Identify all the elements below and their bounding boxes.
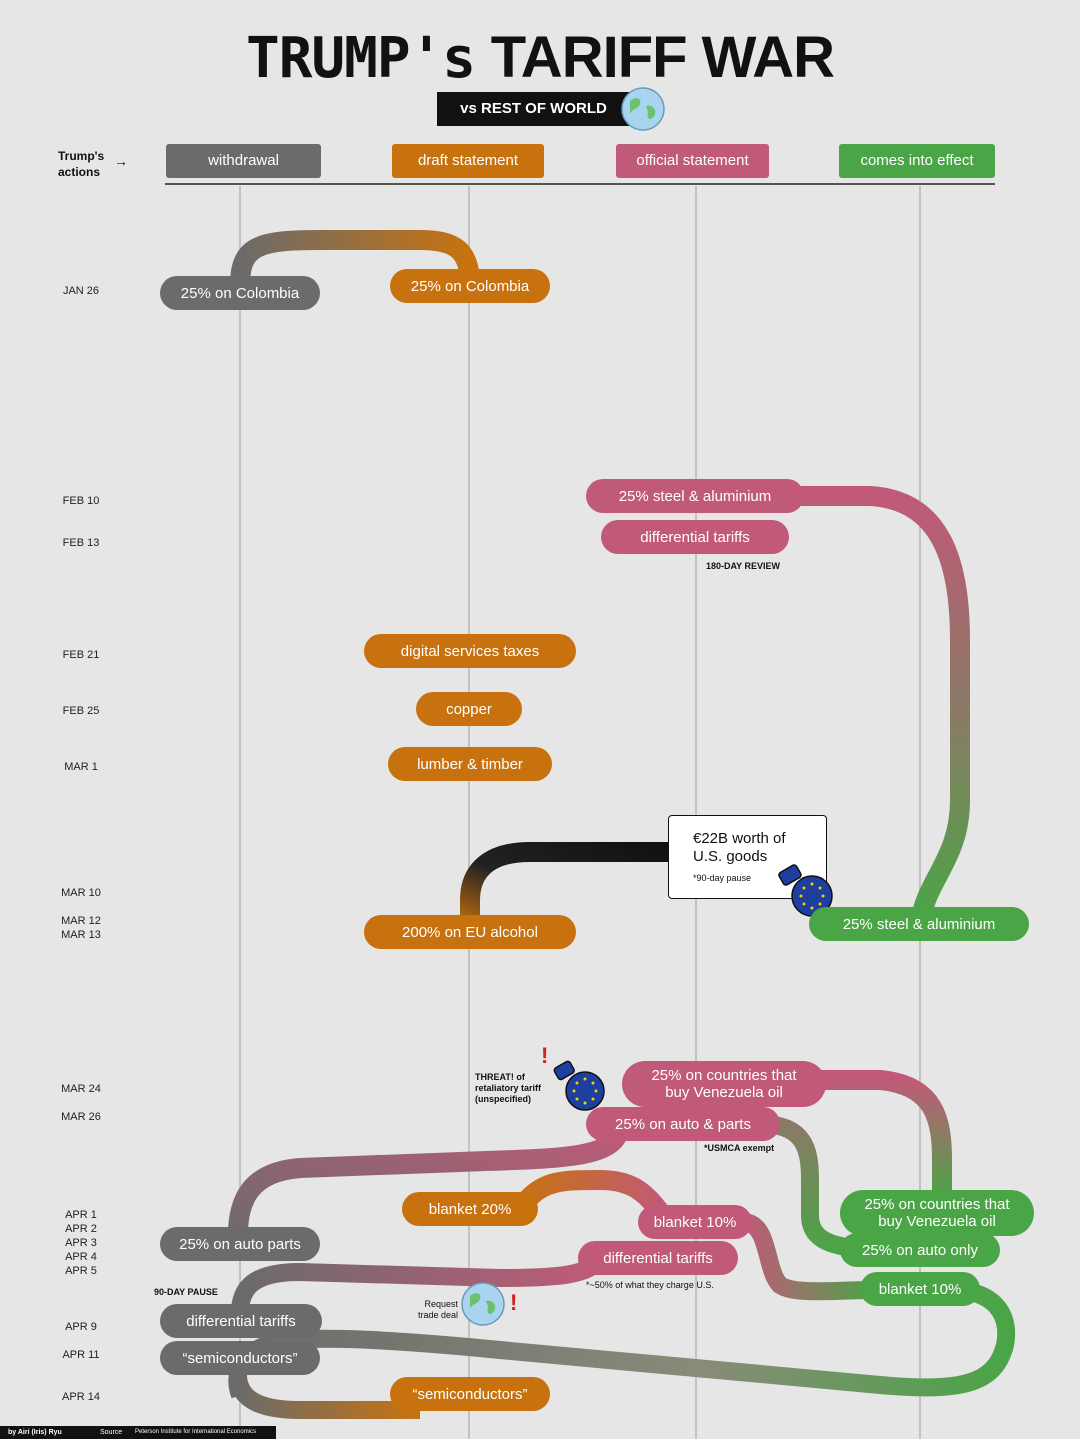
note-threat: THREAT! of retaliatory tariff (unspecifi… bbox=[475, 1072, 542, 1104]
title-part1: TRUMP's bbox=[246, 26, 476, 91]
date-apr1: APR 1 bbox=[65, 1209, 97, 1221]
pill-lumber: lumber & timber bbox=[388, 747, 552, 781]
pill-copper: copper bbox=[416, 692, 522, 726]
date-feb25: FEB 25 bbox=[62, 705, 100, 717]
pill-blanket10-effect: blanket 10% bbox=[860, 1272, 980, 1306]
pill-digital-services: digital services taxes bbox=[364, 634, 576, 668]
eu-goods-text: €22B worth of U.S. goods bbox=[693, 830, 786, 865]
date-feb21: FEB 21 bbox=[62, 649, 100, 661]
note-request-trade-deal: Request trade deal bbox=[417, 1299, 458, 1320]
date-apr4: APR 4 bbox=[65, 1251, 97, 1263]
date-feb13: FEB 13 bbox=[62, 537, 100, 549]
pill-colombia-draft: 25% on Colombia bbox=[390, 269, 550, 303]
pill-differential-official-feb: differential tariffs bbox=[601, 520, 789, 554]
title-part2: TARIFF WAR bbox=[490, 25, 835, 90]
globe-icon bbox=[620, 86, 666, 132]
pill-auto-parts-withdrawal: 25% on auto parts bbox=[160, 1227, 320, 1261]
pill-eu-alcohol: 200% on EU alcohol bbox=[364, 915, 576, 949]
pill-steel-effect: 25% steel & aluminium bbox=[809, 907, 1029, 941]
pill-auto-official: 25% on auto & parts bbox=[586, 1107, 780, 1141]
subtitle-banner: vs REST OF WORLD bbox=[437, 92, 630, 126]
column-header-official: official statement bbox=[616, 144, 769, 178]
date-apr3: APR 3 bbox=[65, 1237, 97, 1249]
column-header-draft: draft statement bbox=[392, 144, 544, 178]
pill-semiconductors-draft: “semiconductors” bbox=[390, 1377, 550, 1411]
page-title: TRUMP's TARIFF WAR bbox=[0, 22, 1080, 94]
pill-blanket20: blanket 20% bbox=[402, 1192, 538, 1226]
globe-icon bbox=[460, 1281, 506, 1327]
note-usmca: *USMCA exempt bbox=[704, 1143, 775, 1153]
date-mar13: MAR 13 bbox=[61, 929, 101, 941]
eu-boxing-glove-icon bbox=[552, 1058, 610, 1116]
pill-blanket10-official: blanket 10% bbox=[638, 1205, 752, 1239]
eu-boxing-glove-icon bbox=[776, 862, 838, 920]
pill-differential-withdrawal: differential tariffs bbox=[160, 1304, 322, 1338]
pill-differential-official-apr: differential tariffs bbox=[578, 1241, 738, 1275]
pill-venezuela-effect: 25% on countries that buy Venezuela oil bbox=[840, 1190, 1034, 1236]
pill-venezuela-official: 25% on countries that buy Venezuela oil bbox=[622, 1061, 826, 1107]
pill-auto-only-effect: 25% on auto only bbox=[840, 1233, 1000, 1267]
date-mar26: MAR 26 bbox=[61, 1111, 101, 1123]
actions-arrow: → bbox=[114, 153, 128, 169]
actions-label: Trump's actions bbox=[58, 149, 105, 179]
date-mar24: MAR 24 bbox=[61, 1083, 101, 1095]
footer-source-label: Source bbox=[100, 1429, 123, 1436]
date-apr9: APR 9 bbox=[65, 1321, 97, 1333]
date-apr11: APR 11 bbox=[62, 1349, 100, 1361]
date-mar10: MAR 10 bbox=[61, 887, 101, 899]
footer-bar: by Airi (Iris) Ryu Source Peterson Insti… bbox=[0, 1426, 276, 1439]
date-jan26: JAN 26 bbox=[62, 285, 100, 297]
note-fifty-percent: *~50% of what they charge U.S. bbox=[586, 1280, 714, 1290]
note-180-day-review: 180-DAY REVIEW bbox=[706, 561, 781, 571]
eu-pause-note: *90-day pause bbox=[693, 873, 752, 883]
date-apr2: APR 2 bbox=[65, 1223, 97, 1235]
date-apr5: APR 5 bbox=[65, 1265, 97, 1277]
date-feb10: FEB 10 bbox=[62, 495, 100, 507]
footer-byline: by Airi (Iris) Ryu bbox=[8, 1429, 62, 1436]
threat-exclaim: ! bbox=[541, 1043, 549, 1068]
pill-steel-official: 25% steel & aluminium bbox=[586, 479, 804, 513]
column-header-withdrawal: withdrawal bbox=[166, 144, 321, 178]
column-header-effect: comes into effect bbox=[839, 144, 995, 178]
date-mar1: MAR 1 bbox=[64, 761, 98, 773]
date-mar12: MAR 12 bbox=[61, 915, 101, 927]
pill-semiconductors-withdrawal: “semiconductors” bbox=[160, 1341, 320, 1375]
note-90-day-pause: 90-DAY PAUSE bbox=[154, 1287, 218, 1297]
footer-source: Peterson Institute for International Eco… bbox=[135, 1429, 257, 1435]
date-apr14: APR 14 bbox=[62, 1391, 100, 1403]
pill-colombia-withdrawal: 25% on Colombia bbox=[160, 276, 320, 310]
request-exclaim: ! bbox=[510, 1290, 518, 1315]
